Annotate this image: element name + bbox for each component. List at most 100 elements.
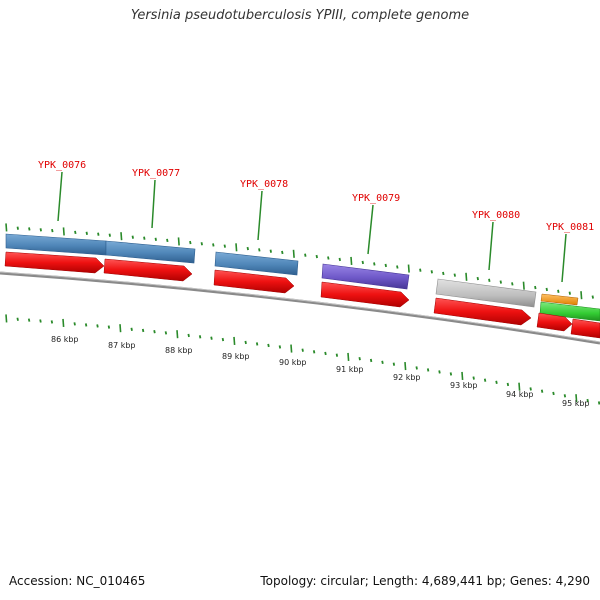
upper-tick [85, 231, 88, 235]
scale-tick [244, 340, 247, 345]
scale-tick [426, 368, 430, 372]
scale-tick [483, 378, 487, 382]
feature-box-ypk-0081-orange[interactable] [540, 293, 579, 306]
scale-tick [278, 345, 282, 349]
scale-tick [221, 337, 225, 342]
scale-tick [141, 328, 145, 333]
leader-line-ypk-0076 [57, 171, 63, 222]
gene-label-ypk-0080[interactable]: YPK_0080 [472, 210, 520, 221]
scale-tick [164, 331, 168, 335]
scale-label-94: 94 kbp [506, 390, 534, 399]
feature-box-ypk-0079[interactable] [321, 263, 410, 290]
gene-labels: YPK_0076 YPK_0077 YPK_0078 YPK_0079 YPK_… [38, 160, 594, 283]
upper-tick [557, 289, 560, 293]
upper-tick [315, 254, 318, 259]
upper-tick [177, 237, 180, 246]
scale-tick [404, 361, 407, 371]
scale-tick [130, 327, 133, 331]
scale-tick [62, 318, 65, 327]
scale-tick [107, 325, 111, 329]
upper-tick [568, 291, 571, 295]
cds-arrow-next[interactable] [570, 318, 600, 339]
upper-tick [384, 263, 387, 268]
upper-tick [407, 264, 410, 273]
feature-box-ypk-0078[interactable] [214, 251, 299, 276]
scale-tick [27, 318, 31, 322]
upper-tick [430, 270, 433, 274]
scale-tick [176, 330, 179, 339]
gene-label-ypk-0076[interactable]: YPK_0076 [38, 160, 86, 171]
upper-tick [522, 281, 525, 290]
feature-box-ypk-0081-green[interactable] [539, 301, 600, 322]
upper-tick [269, 249, 272, 253]
scale-tick [575, 394, 578, 403]
leader-line-ypk-0080 [488, 221, 494, 271]
scale-tick [210, 336, 213, 340]
upper-tick [51, 228, 54, 233]
upper-tick [154, 237, 157, 241]
scale-tick [233, 336, 236, 346]
upper-tick [545, 287, 548, 292]
gene-label-ypk-0079[interactable]: YPK_0079 [352, 193, 400, 204]
upper-tick [465, 272, 468, 281]
upper-tick [499, 280, 502, 284]
upper-tick [350, 256, 353, 265]
scale-label-86: 86 kbp [51, 335, 79, 344]
scale-tick [73, 322, 76, 326]
cds-arrow-ypk-0081[interactable] [536, 312, 573, 332]
upper-tick [97, 232, 100, 236]
cds-arrow-ypk-0078[interactable] [213, 269, 295, 294]
upper-tick [223, 244, 226, 248]
scale-tick [506, 382, 510, 387]
scale-tick [369, 358, 373, 363]
feature-box-ypk-0076[interactable] [5, 233, 107, 256]
scale-tick [449, 372, 453, 376]
scale-tick [392, 362, 396, 366]
upper-tick [74, 230, 77, 235]
upper-tick [419, 268, 422, 272]
upper-tick [453, 273, 456, 277]
upper-tick [200, 242, 203, 246]
upper-tick [338, 257, 341, 262]
scale-tick [552, 391, 555, 396]
upper-tick [396, 265, 399, 269]
upper-tick [212, 243, 215, 247]
scale-tick [84, 323, 88, 327]
scale-tick [324, 351, 327, 356]
scale-tick [198, 335, 202, 339]
scale-labels: 86 kbp 87 kbp 88 kbp 89 kbp 90 kbp 91 kb… [51, 335, 590, 408]
scale-label-87: 87 kbp [108, 341, 136, 350]
scale-tick [563, 394, 567, 398]
genome-backbone-highlight [0, 271, 600, 343]
scale-label-93: 93 kbp [450, 381, 478, 390]
scale-tick [381, 360, 384, 364]
scale-tick [267, 343, 270, 348]
leader-line-ypk-0077 [151, 179, 156, 229]
upper-tick [246, 246, 249, 251]
gene-label-ypk-0077[interactable]: YPK_0077 [132, 168, 180, 179]
scale-tick [438, 370, 441, 374]
scale-tick [518, 382, 521, 391]
upper-tick [361, 260, 364, 265]
scale-tick-row [5, 314, 600, 405]
upper-tick [591, 295, 594, 299]
upper-tick [281, 250, 284, 255]
feature-box-ypk-0077[interactable] [105, 240, 196, 264]
feature-track [5, 233, 600, 322]
cds-arrow-ypk-0080[interactable] [433, 297, 532, 326]
upper-tick [511, 282, 514, 286]
upper-tick [131, 235, 134, 239]
upper-tick [108, 233, 111, 237]
feature-box-ypk-0080[interactable] [435, 278, 537, 308]
leader-line-ypk-0079 [367, 204, 374, 255]
scale-tick [415, 366, 418, 370]
scale-label-95: 95 kbp [562, 399, 590, 408]
upper-tick-row [5, 223, 594, 300]
gene-label-ypk-0078[interactable]: YPK_0078 [240, 179, 288, 190]
scale-tick [255, 342, 259, 346]
cds-arrow-ypk-0076[interactable] [4, 251, 105, 274]
cds-arrow-ypk-0079[interactable] [320, 281, 410, 308]
cds-arrow-ypk-0077[interactable] [103, 258, 193, 282]
gene-label-ypk-0081[interactable]: YPK_0081 [546, 222, 594, 233]
